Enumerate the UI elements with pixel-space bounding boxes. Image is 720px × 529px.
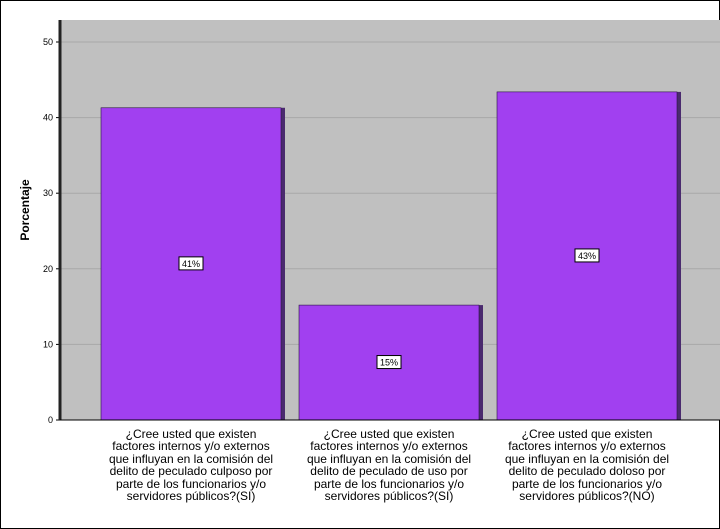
x-category-label-line: servidores públicos?(SI) (126, 489, 256, 504)
x-category-label-line: parte de los funcionarios y/o (115, 476, 267, 491)
x-category-label-line: servidores públicos?(SI) (324, 489, 454, 504)
x-category-label-line: que influyan en la comisión del (108, 451, 274, 466)
x-category-label-line: delito de peculado culposo por (109, 464, 273, 479)
y-tick-label: 50 (43, 37, 53, 47)
x-category-label: ¿Cree usted que existen factores internos… (294, 427, 484, 504)
x-category-label-line: factores internos y/o externos (112, 439, 270, 454)
x-category-label-line: factores internos y/o externos (310, 439, 468, 454)
data-label: 41% (178, 256, 204, 271)
y-tick-label: 40 (43, 113, 53, 123)
data-label-text: 15% (380, 358, 398, 368)
data-labels: 41% 15% 43% (178, 248, 600, 370)
x-category-label-line: que influyan en la comisión del (306, 451, 472, 466)
x-category-label-line: servidores públicos?(NO) (519, 489, 655, 504)
x-category-label-line: ¿Cree usted que existen (125, 427, 257, 441)
bars (100, 91, 681, 421)
data-label-box (178, 256, 204, 271)
bar-shadow (677, 91, 681, 421)
y-tick-label: 20 (43, 264, 53, 274)
x-category-label: ¿Cree usted que existen factores internos… (492, 427, 682, 504)
x-category-label-line: que influyan en la comisión del (504, 451, 670, 466)
data-label-text: 41% (182, 259, 200, 269)
x-category-label-line: factores internos y/o externos (508, 439, 666, 454)
y-tick-label: 0 (48, 415, 53, 425)
data-label-text: 43% (578, 251, 596, 261)
x-category-label-line: ¿Cree usted que existen (521, 427, 653, 441)
x-category-label-line: parte de los funcionarios y/o (511, 476, 663, 491)
y-tick-label: 10 (43, 339, 53, 349)
x-category-label-line: ¿Cree usted que existen (323, 427, 455, 441)
x-category-label-line: parte de los funcionarios y/o (313, 476, 465, 491)
data-label: 43% (574, 248, 600, 263)
x-category-label-line: delito de peculado doloso por (508, 464, 666, 479)
y-axis: 0 10 20 30 40 50 (43, 20, 720, 425)
y-tick-label: 30 (43, 188, 53, 198)
data-label-box (574, 248, 600, 263)
x-category-label: ¿Cree usted que existen factores internos… (96, 427, 286, 504)
bar-shadow (479, 305, 483, 420)
data-label-box (376, 355, 402, 370)
bar-shadow (281, 107, 285, 420)
data-label: 15% (376, 355, 402, 370)
x-category-label-line: delito de peculado de uso por (310, 464, 468, 479)
y-axis-label: Porcentaje (18, 179, 32, 241)
